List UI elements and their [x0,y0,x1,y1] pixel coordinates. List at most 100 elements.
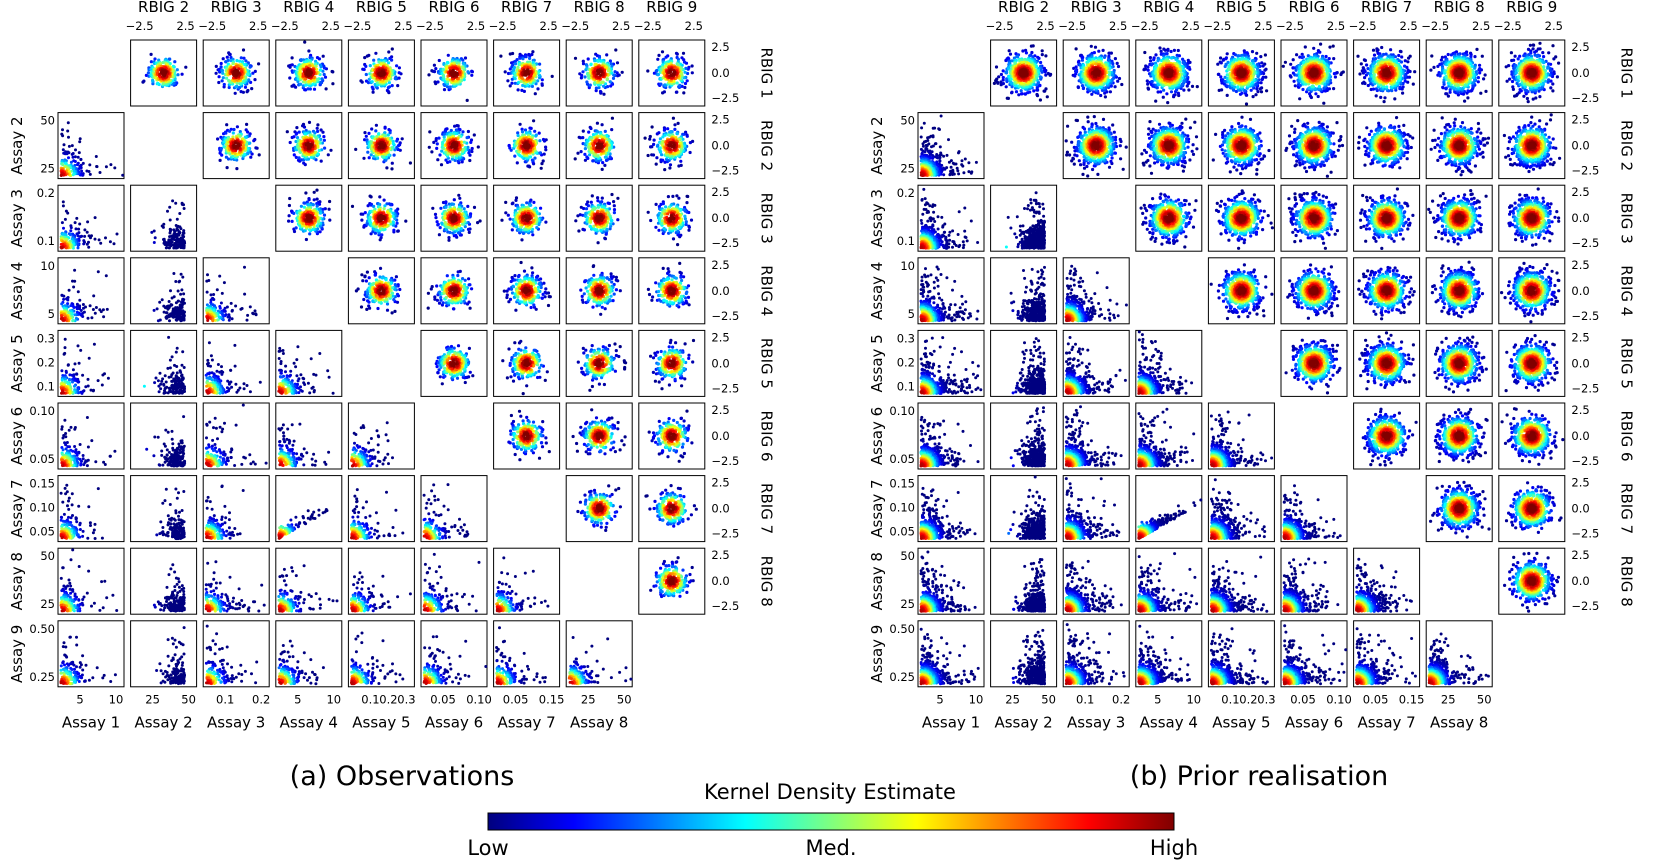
rbig-point [331,82,335,86]
rbig-point [359,305,364,309]
rbig-point [383,126,387,130]
rbig-point [294,155,298,159]
rbig-point [674,90,679,94]
rbig-point [246,88,250,93]
rbig-point [683,81,688,86]
rbig-point [303,40,307,44]
rbig-point [581,70,585,74]
rbig-point [367,156,371,160]
rbig-point [467,283,471,287]
rbig-point [520,88,524,92]
rbig-point [320,77,324,81]
rbig-point [173,60,177,64]
rbig-point [317,57,321,61]
rbig-point [292,211,296,215]
rbig-point [257,62,261,66]
rbig-point [316,129,320,133]
rbig-subplot [420,112,488,180]
rbig-point [537,131,541,135]
rbig-point [307,216,311,221]
rbig-point [438,226,442,230]
rbig-point [362,156,366,160]
rbig-point [222,85,226,89]
rbig-point [433,80,437,84]
rbig-point [682,60,687,64]
rbig-point [426,291,430,295]
rbig-point [370,80,374,84]
rbig-point [228,129,232,133]
rbig-point [615,61,620,65]
rbig-point [323,146,327,150]
rbig-point [374,51,378,55]
rbig-point [322,135,326,139]
rbig-subplot [493,184,561,252]
rbig-point [650,125,654,129]
rbig-point [476,145,480,149]
rbig-subplot [275,184,343,252]
rbig-point [221,71,225,75]
rbig-point [521,57,525,61]
rbig-point [583,147,588,151]
rbig-point [586,204,591,208]
rbig-point [395,139,399,143]
rbig-point [603,163,607,167]
rbig-point [576,151,580,155]
rbig-point [446,53,450,57]
rbig-point [656,57,660,61]
rbig-point [220,69,224,73]
rbig-point [224,131,228,135]
rbig-point [302,161,306,165]
rbig-point [432,70,437,74]
rbig-point [525,144,529,148]
rbig-point [431,206,435,210]
rbig-point [445,274,449,278]
rbig-point [591,159,596,163]
rbig-point [371,90,375,94]
rbig-point [581,62,586,66]
rbig-point [366,150,370,154]
rbig-point [683,85,687,90]
rbig-point [439,298,443,302]
rbig-point [287,203,291,208]
rbig-point [393,283,397,287]
rbig-point [382,207,386,211]
rbig-point [245,122,249,126]
rbig-point [390,311,394,315]
rbig-point [318,211,323,215]
rbig-point [436,80,440,84]
rbig-point [465,136,469,140]
rbig-point [428,130,432,134]
rbig-point [573,56,578,60]
rbig-point [470,287,474,291]
rbig-point [379,71,383,75]
rbig-subplot [347,39,415,107]
rbig-point [655,156,659,160]
rbig-point [433,212,438,216]
rbig-point [463,56,468,60]
rbig-point [324,87,328,91]
rbig-point [249,155,253,159]
rbig-point [528,126,532,130]
rbig-point [372,58,376,62]
rbig-point [586,57,590,61]
rbig-point [379,266,383,270]
rbig-point [219,65,223,69]
rbig-point [541,159,545,163]
rbig-point [396,84,400,88]
rbig-point [313,131,317,135]
rbig-point [408,161,412,165]
rbig-point [370,85,374,89]
rbig-point [514,198,518,202]
rbig-point [439,206,443,210]
rbig-point [285,130,289,134]
rbig-point [292,135,296,139]
rbig-point [458,128,462,132]
rbig-point [299,82,303,86]
rbig-point [369,153,373,157]
rbig-point [510,81,514,85]
rbig-point [435,142,439,146]
rbig-point [317,148,321,153]
rbig-point [612,204,616,208]
rbig-point [395,292,400,296]
